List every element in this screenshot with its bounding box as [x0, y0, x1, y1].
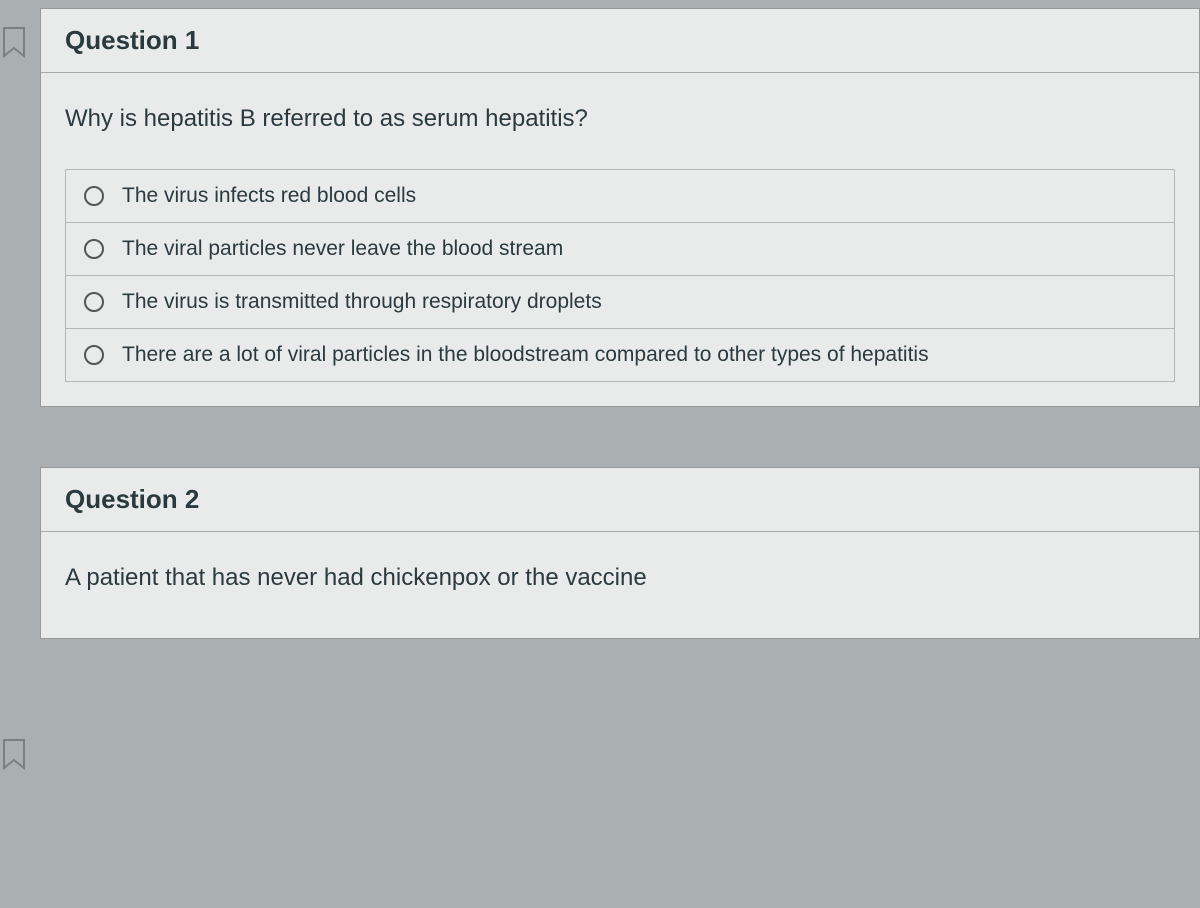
bookmark-icon-q1[interactable]: [0, 24, 28, 60]
question-1-body: Why is hepatitis B referred to as serum …: [41, 73, 1199, 406]
radio-icon: [84, 239, 104, 259]
answer-option-4[interactable]: There are a lot of viral particles in th…: [66, 329, 1174, 381]
question-2-prompt: A patient that has never had chickenpox …: [65, 564, 1175, 592]
question-1-prompt: Why is hepatitis B referred to as serum …: [65, 105, 1175, 133]
answer-text: There are a lot of viral particles in th…: [122, 343, 929, 367]
radio-icon: [84, 186, 104, 206]
radio-icon: [84, 292, 104, 312]
answer-option-2[interactable]: The viral particles never leave the bloo…: [66, 223, 1174, 276]
answer-option-3[interactable]: The virus is transmitted through respira…: [66, 276, 1174, 329]
answer-option-1[interactable]: The virus infects red blood cells: [66, 170, 1174, 223]
radio-icon: [84, 345, 104, 365]
answer-text: The virus infects red blood cells: [122, 184, 416, 208]
question-2-body: A patient that has never had chickenpox …: [41, 532, 1199, 638]
bookmark-icon-q2[interactable]: [0, 736, 28, 772]
question-2-header: Question 2: [41, 468, 1199, 532]
answer-text: The virus is transmitted through respira…: [122, 290, 602, 314]
answer-text: The viral particles never leave the bloo…: [122, 237, 563, 261]
question-2-block: Question 2 A patient that has never had …: [40, 467, 1200, 639]
question-1-answers: The virus infects red blood cells The vi…: [65, 169, 1175, 382]
question-1-block: Question 1 Why is hepatitis B referred t…: [40, 8, 1200, 407]
question-1-header: Question 1: [41, 9, 1199, 73]
